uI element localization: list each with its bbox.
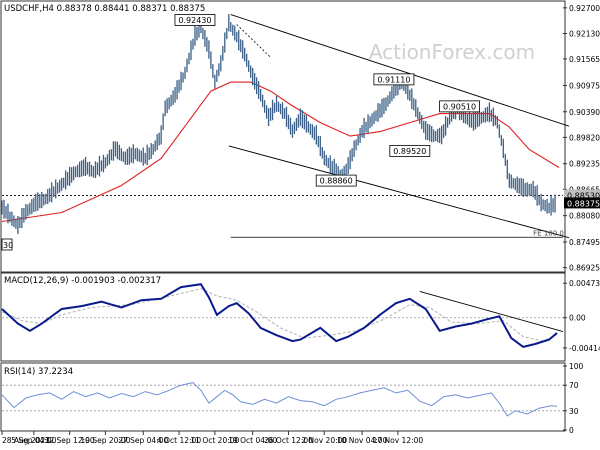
macd-y-tick-label: -0.004144 xyxy=(569,344,600,353)
x-axis-tick-label: 12 Sep 12:00 xyxy=(45,436,95,445)
price-y-tick-label: 0.89235 xyxy=(569,160,600,169)
x-axis-tick-label: 5 Sep 04:00 xyxy=(11,436,57,445)
price-y-tick-label: 0.90975 xyxy=(569,81,600,90)
price-y-tick-label: 0.90390 xyxy=(569,108,600,117)
price-y-tick-label: 0.92700 xyxy=(569,4,600,13)
price-annotation-label: 0.92430 xyxy=(178,16,211,25)
channel-lower-line xyxy=(228,145,570,239)
x-axis-tick-label: 26 Oct 12:00 xyxy=(264,436,313,445)
price-annotation-label: 0.90510 xyxy=(443,102,476,111)
x-axis-tick-label: 27 Sep 04:00 xyxy=(118,436,168,445)
macd-y-tick-label: 0.00 xyxy=(569,314,586,323)
x-axis-tick-label: 4 Oct 12:00 xyxy=(157,436,201,445)
rsi-y-tick-label: 30 xyxy=(569,407,579,416)
rsi-panel-title: RSI(14) 37.2234 xyxy=(4,367,73,377)
rsi-chart-layer: 100 70 30 0 xyxy=(1,362,584,435)
x-axis-tick-label: 19 Oct 04:00 xyxy=(228,436,277,445)
macd-panel-frame xyxy=(0,272,566,362)
edge-annotation-box xyxy=(1,238,13,251)
retrace-dotted-line xyxy=(236,24,271,58)
macd-line xyxy=(1,283,558,348)
macd-y-tick-label: 0.004738 xyxy=(569,279,600,288)
rsi-y-tick-label: 70 xyxy=(569,381,579,390)
price-y-tick-label: 0.89820 xyxy=(569,133,600,142)
macd-trend-line xyxy=(419,291,564,333)
macd-signal-line xyxy=(1,288,558,342)
price-annotation-box xyxy=(174,14,216,26)
ref-price-label-box xyxy=(564,189,600,201)
price-annotation-box xyxy=(389,144,431,157)
price-panel-title: USDCHF,H4 0.88378 0.88441 0.88371 0.8837… xyxy=(4,4,205,14)
edge-annotation-label: 30 xyxy=(3,241,13,250)
price-panel-frame xyxy=(0,0,566,273)
x-axis-tick-label: 11 Oct 20:00 xyxy=(190,436,239,445)
watermark-text: ActionForex.com xyxy=(369,40,535,64)
rsi-y-tick-label: 100 xyxy=(569,362,584,371)
price-chart-layer: 0.92700 0.92130 0.91565 0.90975 0.90390 0.898… xyxy=(1,4,600,273)
rsi-panel-frame xyxy=(0,362,566,432)
moving-average-line xyxy=(1,81,560,223)
price-y-tick-label: 0.91565 xyxy=(569,55,600,64)
price-y-tick-label: 0.88080 xyxy=(569,212,600,221)
x-axis-tick-label: 2 Nov 20:00 xyxy=(301,436,347,445)
fe-level-label: FE 100.0 xyxy=(533,229,564,237)
price-annotation-label: 0.89520 xyxy=(393,147,426,156)
price-y-tick-label: 0.86925 xyxy=(569,264,600,273)
x-axis-tick-label: 17 Nov 12:00 xyxy=(373,436,424,445)
price-annotation-box xyxy=(439,100,480,113)
macd-panel-title: MACD(12,26,9) -0.001903 -0.002317 xyxy=(4,276,161,286)
price-annotation-label: 0.91110 xyxy=(377,75,410,84)
x-axis-tick-label: 19 Sep 20:00 xyxy=(80,436,130,445)
ref-price-label: 0.88530 xyxy=(567,191,600,200)
rsi-y-tick-label: 0 xyxy=(569,426,574,435)
price-annotation-box xyxy=(315,174,357,187)
price-y-tick-label: 0.92130 xyxy=(569,29,600,38)
price-y-tick-label: 0.87495 xyxy=(569,238,600,247)
channel-upper-line xyxy=(230,14,570,127)
price-annotation-label: 0.88860 xyxy=(320,177,353,186)
current-price-label: 0.88375 xyxy=(567,199,600,208)
x-axis-tick-label: 10 Nov 04:00 xyxy=(337,436,388,445)
macd-chart-layer: 0.004738 0.00 -0.004144 xyxy=(1,279,600,353)
rsi-line xyxy=(1,382,558,417)
current-price-label-box xyxy=(564,197,600,209)
x-axis-tick-label: 28 Aug 2023 xyxy=(2,436,50,445)
price-annotation-box xyxy=(373,73,415,86)
